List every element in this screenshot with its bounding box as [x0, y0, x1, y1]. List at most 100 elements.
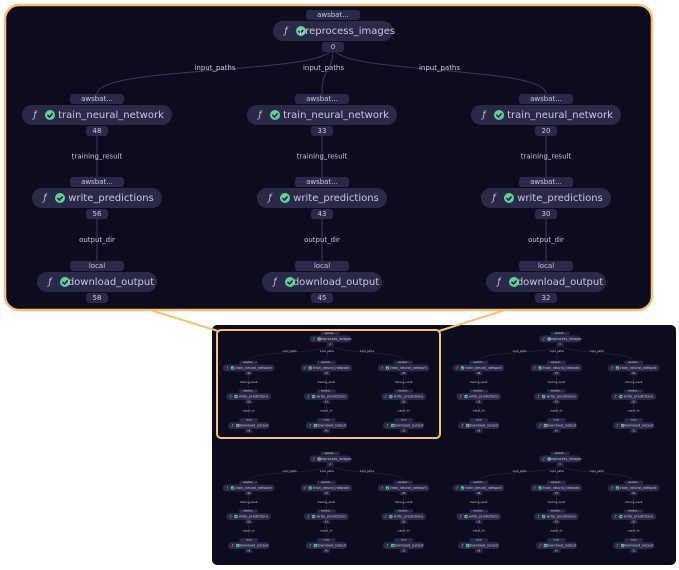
node[interactable] [32, 188, 162, 208]
id-pill [629, 400, 638, 404]
node[interactable] [247, 105, 397, 125]
node-tag: awsbat... [555, 332, 566, 335]
id-pill [556, 342, 564, 347]
node[interactable] [226, 513, 272, 521]
status-ok [234, 394, 238, 399]
node[interactable] [533, 393, 579, 401]
node[interactable] [535, 542, 578, 550]
node[interactable] [257, 188, 387, 208]
check [544, 424, 547, 427]
edge [326, 464, 331, 481]
node[interactable] [228, 542, 270, 550]
id-pill [86, 293, 108, 303]
node[interactable] [37, 272, 157, 292]
node[interactable] [262, 272, 382, 292]
node[interactable] [309, 455, 351, 463]
node[interactable] [481, 188, 611, 208]
node[interactable] [381, 513, 427, 521]
status-ok [464, 514, 468, 519]
node[interactable] [539, 335, 581, 343]
node-id: 43 [325, 401, 329, 404]
node[interactable] [300, 484, 353, 492]
node-tag: awsbat... [306, 95, 338, 103]
tag-pill [320, 331, 340, 336]
edge [556, 344, 561, 361]
node[interactable] [377, 364, 430, 372]
status-ok [620, 423, 625, 428]
id-pill [552, 549, 561, 553]
edge-label: output_dir [243, 530, 255, 533]
tag-pill [469, 480, 489, 485]
node[interactable] [377, 484, 430, 492]
node-label: download_output [316, 424, 346, 428]
node[interactable] [228, 422, 270, 430]
node-tag: local [246, 539, 252, 542]
node[interactable] [226, 393, 272, 401]
node[interactable] [456, 513, 502, 521]
node-label: train_neural_network [465, 366, 501, 370]
node[interactable] [611, 513, 657, 521]
node[interactable] [22, 105, 172, 125]
node[interactable] [303, 513, 349, 521]
id-pill [474, 549, 483, 553]
node[interactable] [535, 422, 578, 430]
node-label: train_neural_network [235, 366, 271, 370]
node[interactable] [530, 364, 583, 372]
id-pill [244, 520, 253, 524]
node[interactable] [456, 393, 502, 401]
node[interactable] [607, 484, 660, 492]
node[interactable] [452, 364, 505, 372]
zoom-line [438, 309, 506, 332]
node[interactable] [222, 364, 275, 372]
edge-label: output_dir [320, 530, 332, 533]
fx-icon: ƒ [533, 486, 536, 490]
node[interactable] [300, 364, 353, 372]
edge-label: input_paths [282, 470, 297, 473]
node[interactable] [382, 422, 425, 430]
tag-pill [394, 418, 413, 422]
node[interactable] [611, 393, 657, 401]
node-tag: awsbat... [628, 481, 639, 484]
node[interactable] [458, 422, 500, 430]
edge-label: input_paths [360, 350, 375, 353]
graph-thumbnail: input_paths training_result output_dir inpu… [222, 451, 430, 553]
check [510, 280, 518, 286]
node-label: write_predictions [316, 515, 346, 519]
edge-label: output_dir [320, 410, 332, 413]
check [464, 515, 468, 518]
node-label: write_predictions [394, 395, 424, 399]
check [234, 515, 238, 518]
edge [96, 46, 334, 95]
node[interactable] [452, 484, 505, 492]
id-pill [244, 371, 253, 376]
fx-icon: ƒ [231, 544, 234, 548]
node[interactable] [305, 422, 348, 430]
node[interactable] [539, 455, 581, 463]
check [391, 544, 394, 547]
node-tag: awsbat... [473, 390, 484, 393]
id-pill [399, 520, 408, 524]
status-ok [389, 514, 393, 519]
status-ok [308, 366, 312, 370]
node[interactable] [607, 364, 660, 372]
node[interactable] [222, 484, 275, 492]
node[interactable] [612, 422, 655, 430]
tag-pill [469, 389, 489, 393]
node[interactable] [305, 542, 348, 550]
node[interactable] [612, 542, 655, 550]
node[interactable] [533, 513, 579, 521]
zoom-line [149, 309, 219, 332]
node[interactable] [530, 484, 583, 492]
node[interactable] [458, 542, 500, 550]
id-pill [311, 126, 333, 136]
node[interactable] [471, 105, 621, 125]
node[interactable] [273, 21, 393, 41]
node[interactable] [486, 272, 606, 292]
fx-icon: ƒ [614, 395, 617, 399]
node[interactable] [382, 542, 425, 550]
status-ok [615, 486, 620, 490]
node[interactable] [309, 335, 351, 343]
node[interactable] [381, 393, 427, 401]
tag-pill [239, 418, 259, 422]
node[interactable] [303, 393, 349, 401]
